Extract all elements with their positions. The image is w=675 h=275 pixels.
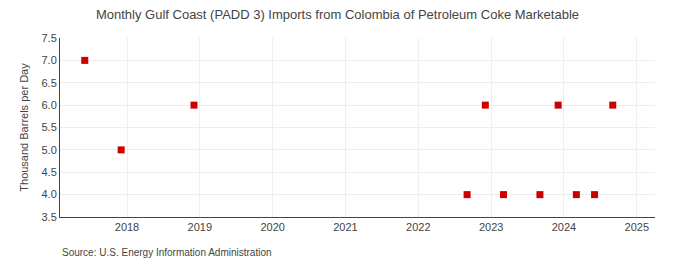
svg-text:2020: 2020 xyxy=(260,221,284,233)
svg-text:5.0: 5.0 xyxy=(42,144,57,156)
svg-text:2021: 2021 xyxy=(333,221,357,233)
svg-text:Source: U.S. Energy Informatio: Source: U.S. Energy Information Administ… xyxy=(62,247,272,258)
svg-text:7.5: 7.5 xyxy=(42,32,57,44)
svg-text:6.5: 6.5 xyxy=(42,77,57,89)
svg-text:2025: 2025 xyxy=(625,221,649,233)
svg-text:Thousand Barrels per Day: Thousand Barrels per Day xyxy=(18,63,30,192)
svg-text:3.5: 3.5 xyxy=(42,211,57,223)
svg-text:2019: 2019 xyxy=(188,221,212,233)
svg-text:2022: 2022 xyxy=(406,221,430,233)
svg-text:4.0: 4.0 xyxy=(42,188,57,200)
svg-text:2018: 2018 xyxy=(115,221,139,233)
svg-text:Monthly Gulf Coast (PADD 3) Im: Monthly Gulf Coast (PADD 3) Imports from… xyxy=(96,7,579,22)
svg-text:5.5: 5.5 xyxy=(42,121,57,133)
svg-text:2024: 2024 xyxy=(552,221,576,233)
svg-text:6.0: 6.0 xyxy=(42,99,57,111)
svg-text:7.0: 7.0 xyxy=(42,54,57,66)
svg-text:4.5: 4.5 xyxy=(42,166,57,178)
svg-text:2023: 2023 xyxy=(479,221,503,233)
